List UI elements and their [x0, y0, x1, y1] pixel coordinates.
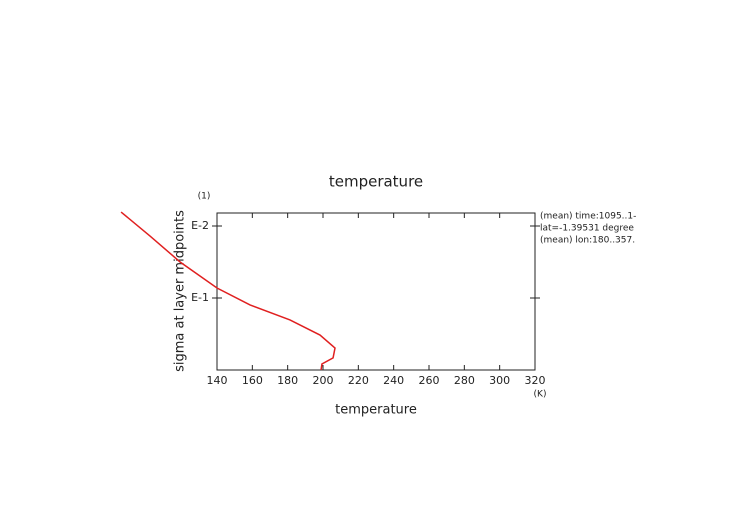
chart-title: temperature — [329, 173, 423, 191]
y-tick-label: E-1 — [191, 291, 209, 304]
x-tick-label: 140 — [207, 374, 228, 387]
y-axis-label: sigma at layer midpoints — [173, 210, 188, 372]
x-tick-label: 260 — [419, 374, 440, 387]
x-tick-label: 300 — [489, 374, 510, 387]
x-tick-label: 240 — [383, 374, 404, 387]
x-tick-label: 180 — [277, 374, 298, 387]
x-axis-label: temperature — [335, 403, 417, 418]
x-tick-label: 160 — [242, 374, 263, 387]
y-unit: (1) — [198, 192, 211, 202]
x-tick-label: 320 — [525, 374, 546, 387]
annotation: (mean) lon:180..357. — [540, 236, 635, 246]
x-tick-label: 220 — [348, 374, 369, 387]
y-tick-label: E-2 — [191, 219, 209, 232]
x-unit: (K) — [534, 390, 547, 400]
annotation: (mean) time:1095..1- — [540, 212, 636, 222]
data-line — [120, 211, 336, 371]
annotation: lat=-1.39531 degree — [540, 224, 634, 234]
x-tick-label: 280 — [454, 374, 475, 387]
plot-frame — [216, 212, 536, 371]
x-tick-label: 200 — [313, 374, 334, 387]
